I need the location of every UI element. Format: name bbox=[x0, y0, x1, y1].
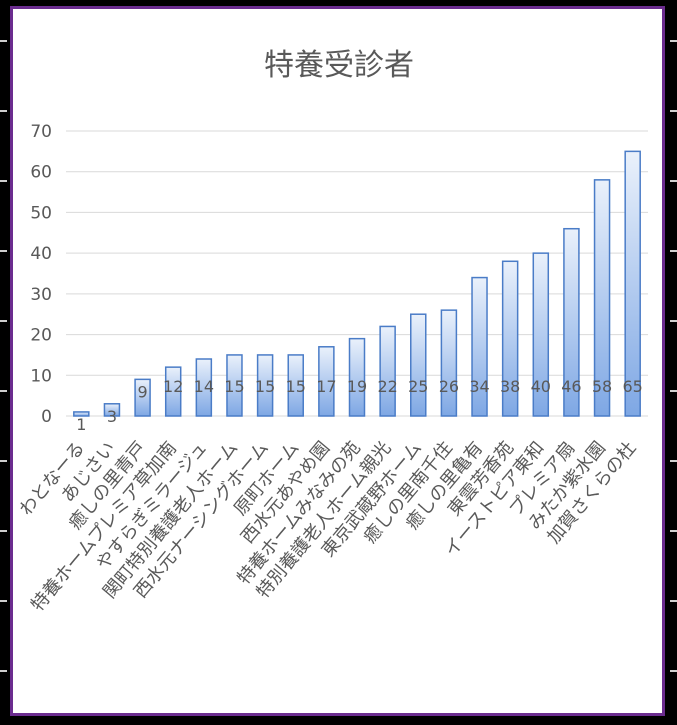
chart-title: 特養受診者 bbox=[264, 48, 414, 83]
data-label: 12 bbox=[163, 377, 183, 396]
data-label: 17 bbox=[316, 377, 336, 396]
chart-panel bbox=[10, 6, 665, 716]
frame-edge-tick bbox=[670, 320, 677, 322]
data-label: 19 bbox=[347, 377, 367, 396]
y-tick-label: 30 bbox=[30, 285, 52, 305]
bar bbox=[226, 354, 243, 417]
data-label: 46 bbox=[561, 377, 581, 396]
data-labels: 1 3 9 12 14 15 15 15 17 19 22 25 26 34 38 40 46 58 65 bbox=[76, 377, 643, 434]
data-label: 9 bbox=[137, 382, 147, 401]
y-tick-label: 70 bbox=[30, 122, 52, 142]
bar bbox=[103, 403, 121, 417]
bar bbox=[563, 227, 580, 417]
data-label: 26 bbox=[439, 377, 459, 396]
y-tick-label: 10 bbox=[30, 366, 52, 386]
frame-edge-tick bbox=[0, 530, 7, 532]
y-tick-label: 50 bbox=[30, 203, 52, 223]
y-axis-ticks: 0 10 20 30 40 50 60 70 bbox=[30, 122, 52, 427]
bar bbox=[624, 150, 641, 417]
data-label: 65 bbox=[623, 377, 643, 396]
bar bbox=[73, 411, 90, 417]
frame-edge-tick bbox=[670, 460, 677, 462]
y-tick-label: 0 bbox=[41, 407, 52, 427]
gridlines bbox=[66, 130, 648, 417]
frame-edge-tick bbox=[0, 670, 7, 672]
data-label: 3 bbox=[107, 407, 117, 426]
data-label: 1 bbox=[76, 415, 86, 434]
bars bbox=[73, 150, 641, 417]
y-tick-label: 40 bbox=[30, 244, 52, 264]
frame-edge-tick bbox=[0, 40, 7, 42]
bar bbox=[348, 337, 366, 417]
bar bbox=[440, 309, 458, 417]
data-label: 25 bbox=[408, 377, 428, 396]
frame-edge-tick bbox=[0, 600, 7, 602]
data-label: 22 bbox=[377, 377, 397, 396]
bar bbox=[379, 325, 396, 417]
frame-edge-tick bbox=[670, 670, 677, 672]
bar bbox=[134, 378, 151, 417]
frame-edge-tick bbox=[0, 460, 7, 462]
bar bbox=[410, 313, 427, 417]
frame-edge-tick bbox=[0, 390, 7, 392]
data-label: 40 bbox=[531, 377, 551, 396]
bar bbox=[471, 276, 488, 417]
data-label: 15 bbox=[255, 377, 275, 396]
bar bbox=[593, 179, 611, 417]
frame-edge-tick bbox=[670, 110, 677, 112]
bar bbox=[532, 252, 550, 417]
data-label: 14 bbox=[194, 377, 214, 396]
frame-edge-tick bbox=[670, 600, 677, 602]
frame-edge-tick bbox=[0, 110, 7, 112]
frame-edge-tick bbox=[670, 390, 677, 392]
frame-edge-tick bbox=[0, 320, 7, 322]
x-axis-labels: わとなーるあじさい癒しの里青戸特養ホームプレミア草加南やすらぎミラージュ関町特別… bbox=[16, 438, 641, 616]
frame-edge-tick bbox=[670, 530, 677, 532]
bar bbox=[287, 354, 304, 417]
frame-edge-tick bbox=[670, 40, 677, 42]
bar bbox=[195, 358, 213, 417]
bar bbox=[164, 366, 182, 417]
bar bbox=[318, 346, 335, 417]
bar bbox=[501, 260, 519, 417]
data-label: 34 bbox=[469, 377, 489, 396]
frame-edge-tick bbox=[0, 180, 7, 182]
bar bbox=[256, 354, 274, 417]
data-label: 38 bbox=[500, 377, 520, 396]
data-label: 58 bbox=[592, 377, 612, 396]
y-tick-label: 60 bbox=[30, 163, 52, 183]
y-tick-label: 20 bbox=[30, 326, 52, 346]
frame-edge-tick bbox=[670, 180, 677, 182]
frame-edge-tick bbox=[0, 250, 7, 252]
frame-edge-tick bbox=[670, 250, 677, 252]
data-label: 15 bbox=[224, 377, 244, 396]
data-label: 15 bbox=[286, 377, 306, 396]
